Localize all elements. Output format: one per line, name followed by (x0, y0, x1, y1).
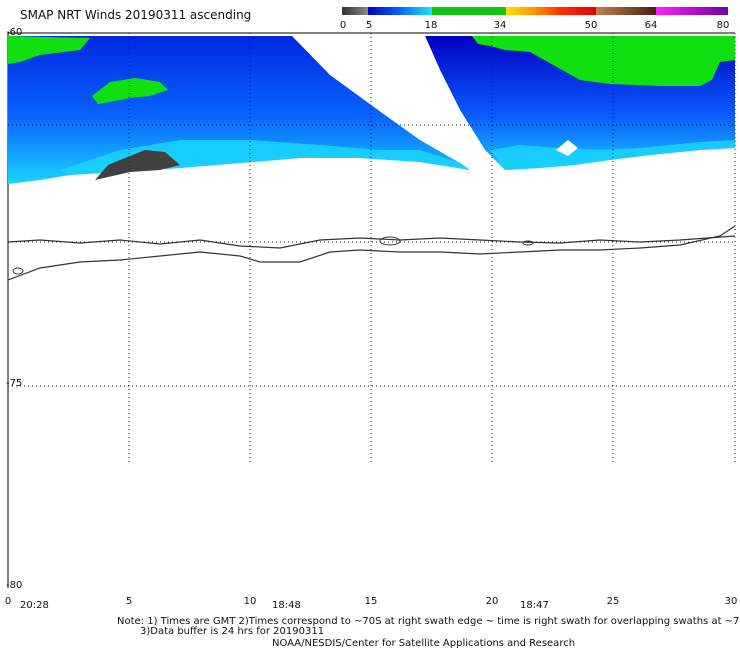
wind-swath-left (8, 36, 470, 184)
scale-label: 5 (365, 20, 373, 31)
scale-label: 0 (339, 20, 347, 31)
data-gap (556, 140, 578, 156)
wind-swath-right-cyan (490, 140, 735, 170)
time-label: 18:48 (272, 600, 301, 611)
coastline (7, 235, 736, 249)
coast-island (379, 236, 401, 246)
scale-label: 80 (716, 20, 730, 31)
lon-label: 15 (364, 596, 378, 607)
lat-label: -80 (6, 580, 23, 591)
scale-label: 64 (644, 20, 658, 31)
wind-swath-left-green-island (92, 78, 168, 104)
time-label: 20:28 (20, 600, 49, 611)
lon-label: 25 (606, 596, 620, 607)
note-line-1: Note: 1) Times are GMT 2)Times correspon… (117, 616, 740, 627)
scale-label: 34 (493, 20, 507, 31)
credit-line: NOAA/NESDIS/Center for Satellite Applica… (272, 638, 576, 649)
lon-label: 10 (243, 596, 257, 607)
color-scale-bar (342, 7, 728, 15)
lon-label: 5 (125, 596, 133, 607)
lon-label: 0 (4, 596, 12, 607)
scale-label: 18 (424, 20, 438, 31)
time-label: 18:47 (520, 600, 549, 611)
wind-swath-right-green (472, 36, 735, 86)
coastline-inner (7, 225, 736, 281)
grid (8, 33, 736, 465)
lat-label: -60 (6, 27, 23, 38)
coast-island (522, 240, 534, 246)
lon-label: 30 (724, 596, 738, 607)
wind-swath-left-green-top (8, 36, 90, 64)
swath-gap (415, 36, 485, 158)
map-title: SMAP NRT Winds 20190311 ascending (20, 8, 252, 22)
note-line-2: 3)Data buffer is 24 hrs for 20190311 (140, 626, 325, 637)
lon-label: 20 (485, 596, 499, 607)
coast-island (12, 267, 24, 275)
lat-label: -75 (6, 378, 23, 389)
low-wind-patch (95, 150, 180, 180)
scale-label: 50 (584, 20, 598, 31)
